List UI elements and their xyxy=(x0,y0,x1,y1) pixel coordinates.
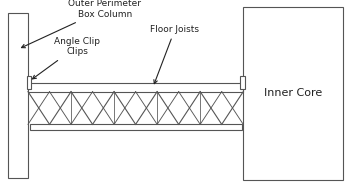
Text: Outer Perimeter
Box Column: Outer Perimeter Box Column xyxy=(21,0,141,48)
Text: Inner Core: Inner Core xyxy=(264,88,322,99)
Bar xyxy=(30,124,242,130)
Bar xyxy=(28,83,243,92)
Bar xyxy=(27,76,31,89)
Bar xyxy=(240,76,245,89)
Text: Floor Joists: Floor Joists xyxy=(150,25,200,84)
Bar xyxy=(8,13,28,178)
Bar xyxy=(243,7,343,180)
Text: Angle Clip
Clips: Angle Clip Clips xyxy=(33,37,100,79)
